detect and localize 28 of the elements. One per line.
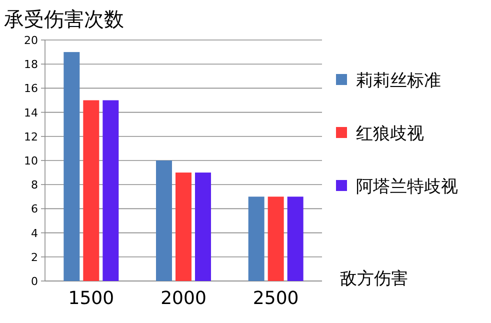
bar — [156, 160, 172, 281]
y-tick-label: 18 — [24, 58, 38, 72]
y-axis-title: 承受伤害次数 — [4, 7, 124, 31]
y-tick-label: 8 — [31, 178, 38, 192]
legend-label: 红狼歧视 — [356, 124, 424, 144]
y-tick-label: 6 — [31, 202, 38, 216]
bar — [83, 100, 100, 281]
y-tick-label: 20 — [24, 34, 38, 47]
bar — [176, 172, 192, 281]
bar — [287, 196, 304, 281]
y-tick-label: 14 — [24, 106, 38, 120]
y-tick-label: 2 — [31, 250, 38, 264]
bar — [268, 196, 284, 281]
legend-label: 莉莉丝标准 — [356, 71, 441, 91]
y-tick-label: 0 — [31, 275, 38, 288]
x-tick-label: 2000 — [160, 288, 206, 309]
y-tick-label: 4 — [31, 226, 38, 240]
x-axis-title: 敌方伤害 — [340, 269, 408, 289]
bar — [195, 172, 211, 281]
x-tick-label: 1500 — [68, 288, 114, 309]
y-tick-label: 10 — [24, 154, 38, 168]
bar — [102, 100, 119, 281]
legend-label: 阿塔兰特歧视 — [356, 177, 458, 197]
y-tick-label: 12 — [24, 130, 38, 144]
y-tick-label: 16 — [24, 82, 38, 96]
bar — [64, 52, 80, 281]
x-tick-label: 2500 — [252, 288, 299, 309]
bar — [248, 196, 264, 281]
